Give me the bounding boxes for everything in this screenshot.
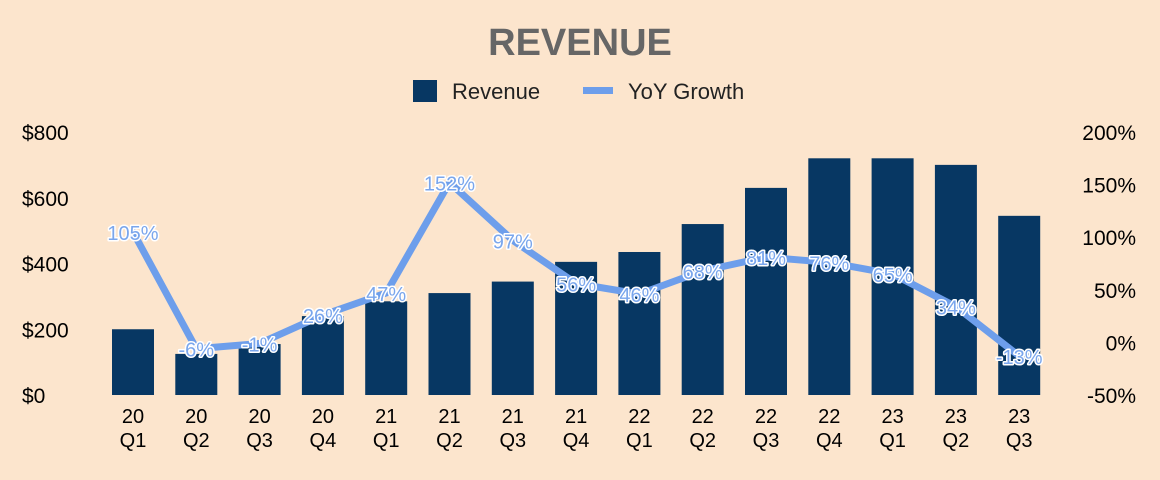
revenue-bar	[365, 301, 408, 395]
x-tick-quarter: Q4	[310, 430, 337, 452]
x-tick-year: 22	[692, 406, 714, 428]
x-tick-quarter: Q3	[246, 430, 273, 452]
x-tick-quarter: Q1	[373, 430, 400, 452]
x-tick-quarter: Q2	[436, 430, 463, 452]
revenue-bar	[238, 344, 281, 395]
x-tick-year: 23	[1008, 406, 1030, 428]
legend: Revenue YoY Growth	[413, 79, 744, 104]
yoy-growth-point	[635, 290, 643, 298]
x-tick-quarter: Q3	[1006, 430, 1033, 452]
right-y-axis: -50% 0% 50% 100% 150% 200%	[1082, 122, 1136, 408]
x-tick-quarter: Q1	[120, 430, 147, 452]
yoy-growth-point	[382, 289, 390, 297]
chart-title: REVENUE	[488, 22, 672, 64]
yoy-data-label: -1%	[242, 334, 278, 356]
yoy-data-label: 76%	[809, 253, 849, 275]
x-tick-quarter: Q2	[183, 430, 210, 452]
yoy-data-label: 34%	[936, 298, 976, 320]
yoy-data-label: 81%	[746, 248, 786, 270]
revenue-bar	[681, 224, 724, 395]
yoy-growth-point	[699, 267, 707, 275]
revenue-bar	[618, 251, 661, 395]
yoy-growth-point	[446, 178, 453, 186]
yoy-growth-line	[129, 178, 1023, 360]
right-tick-label: 150%	[1082, 175, 1136, 198]
yoy-growth-point	[129, 228, 137, 236]
x-tick-year: 20	[248, 406, 270, 428]
x-tick-quarter: Q3	[753, 430, 780, 452]
yoy-growth-point	[1015, 352, 1023, 360]
x-tick-year: 20	[185, 406, 207, 428]
revenue-bar	[808, 158, 851, 395]
yoy-growth-point	[825, 258, 833, 266]
yoy-data-label: 65%	[873, 265, 913, 287]
yoy-data-label: 47%	[366, 284, 406, 306]
left-tick-label: $0	[22, 385, 45, 408]
x-tick-year: 22	[628, 406, 650, 428]
x-tick-quarter: Q4	[563, 430, 590, 452]
x-tick-year: 21	[375, 406, 397, 428]
right-tick-label: 0%	[1106, 332, 1136, 355]
yoy-growth-point	[889, 270, 897, 278]
right-tick-label: 200%	[1082, 122, 1136, 145]
revenue-bar	[998, 215, 1041, 395]
x-tick-year: 21	[438, 406, 460, 428]
x-tick-year: 21	[565, 406, 587, 428]
revenue-bar	[175, 353, 218, 395]
yoy-data-label: 97%	[493, 231, 533, 253]
right-tick-label: 50%	[1094, 280, 1136, 303]
revenue-bars	[112, 158, 1041, 395]
yoy-data-labels: 105% -6% -1% 26% 47% 152% 97% 56% 46% 68% 81% 76% 65…	[106, 172, 1044, 371]
yoy-data-label: -13%	[996, 347, 1043, 369]
left-tick-label: $600	[22, 188, 69, 211]
x-tick-quarter: Q4	[816, 430, 843, 452]
yoy-growth-point	[572, 279, 580, 287]
right-tick-label: -50%	[1087, 385, 1136, 408]
yoy-growth-point	[952, 303, 960, 311]
left-y-axis: $0 $200 $400 $600 $800	[22, 122, 69, 408]
x-tick-quarter: Q2	[943, 430, 970, 452]
yoy-data-label: 46%	[619, 285, 659, 307]
yoy-growth-point	[762, 253, 770, 261]
yoy-growth-point	[192, 345, 200, 353]
x-tick-quarter: Q2	[689, 430, 716, 452]
revenue-bar	[491, 281, 534, 395]
right-tick-label: 100%	[1082, 227, 1136, 250]
yoy-data-label: 152%	[424, 173, 475, 195]
revenue-bar	[301, 316, 344, 395]
yoy-data-label: 68%	[683, 262, 723, 284]
x-tick-quarter: Q1	[626, 430, 653, 452]
yoy-data-label: -6%	[179, 340, 215, 362]
legend-yoy-swatch	[583, 87, 613, 94]
left-tick-label: $800	[22, 122, 69, 145]
x-tick-year: 20	[122, 406, 144, 428]
left-tick-label: $400	[22, 254, 69, 277]
x-tick-year: 22	[755, 406, 777, 428]
x-tick-year: 22	[818, 406, 840, 428]
x-tick-year: 21	[502, 406, 524, 428]
revenue-bar	[934, 164, 977, 395]
revenue-bar	[428, 293, 471, 395]
yoy-growth-point	[319, 311, 327, 319]
yoy-growth-point	[509, 236, 517, 244]
yoy-growth-point	[256, 339, 264, 347]
left-tick-label: $200	[22, 319, 69, 342]
x-tick-quarter: Q1	[879, 430, 906, 452]
x-axis-ticks: 20Q120Q220Q320Q421Q121Q221Q321Q422Q122Q2…	[120, 406, 1033, 452]
legend-yoy-label: YoY Growth	[628, 79, 744, 104]
x-tick-quarter: Q3	[499, 430, 526, 452]
revenue-bar	[112, 329, 154, 395]
legend-revenue-swatch	[413, 80, 437, 102]
x-tick-year: 23	[881, 406, 903, 428]
yoy-data-label: 26%	[303, 306, 343, 328]
revenue-bar	[745, 187, 787, 395]
x-tick-year: 20	[312, 406, 334, 428]
legend-revenue-label: Revenue	[452, 79, 540, 104]
x-tick-year: 23	[945, 406, 967, 428]
yoy-data-label: 56%	[556, 274, 596, 296]
yoy-data-label: 105%	[107, 223, 158, 245]
